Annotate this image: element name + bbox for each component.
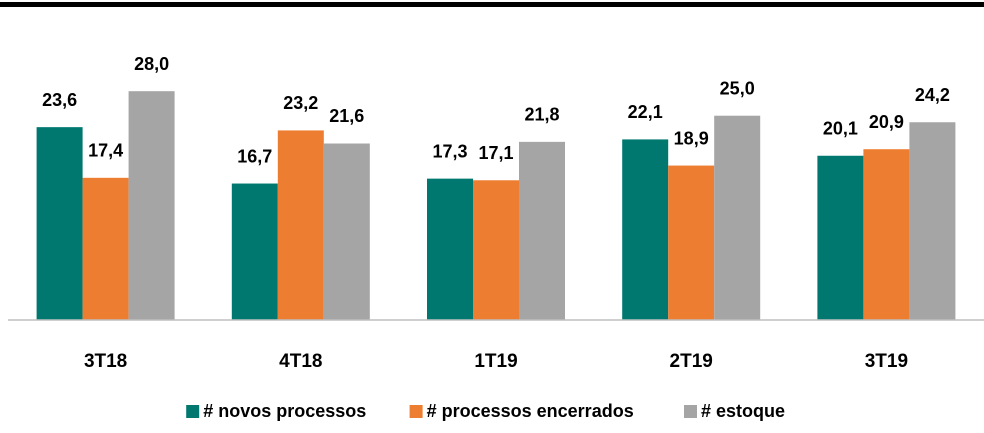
x-tick-label: 3T18 [84, 351, 127, 372]
legend-label: # estoque [701, 401, 785, 421]
data-label: 16,7 [237, 146, 272, 166]
data-label: 17,1 [478, 143, 513, 163]
data-label: 20,1 [823, 119, 858, 139]
bar [323, 143, 370, 320]
data-label: 17,3 [432, 141, 467, 161]
data-label: 23,2 [283, 93, 318, 113]
top-rule [0, 2, 984, 7]
bar [909, 122, 956, 320]
bar [82, 177, 129, 320]
bar [277, 130, 324, 320]
data-label: 21,6 [329, 106, 364, 126]
data-label: 21,8 [524, 105, 559, 125]
bar [427, 178, 473, 320]
bar [231, 183, 278, 320]
data-label: 17,4 [88, 141, 123, 161]
data-label: 20,9 [869, 112, 904, 132]
bar [36, 127, 83, 320]
data-label: 24,2 [915, 85, 950, 105]
x-tick-label: 1T19 [474, 351, 517, 372]
data-label: 18,9 [674, 128, 709, 148]
legend-label: # processos encerrados [427, 401, 634, 421]
bar [622, 139, 669, 320]
data-label: 28,0 [134, 54, 169, 74]
x-tick-label: 3T19 [865, 351, 908, 372]
bar [863, 149, 910, 320]
bar [519, 141, 565, 320]
x-tick-label: 2T19 [670, 351, 713, 372]
bar [668, 165, 715, 320]
data-label: 23,6 [42, 90, 77, 110]
data-label: 22,1 [628, 102, 663, 122]
bar [473, 180, 519, 320]
legend-swatch [684, 405, 697, 418]
x-tick-label: 4T18 [279, 351, 322, 372]
legend-label: # novos processos [203, 401, 366, 421]
data-label: 25,0 [720, 78, 755, 98]
legend-swatch [186, 405, 200, 418]
bar [817, 155, 864, 320]
bar [714, 115, 761, 320]
legend-swatch [409, 405, 423, 418]
bar [128, 91, 175, 320]
